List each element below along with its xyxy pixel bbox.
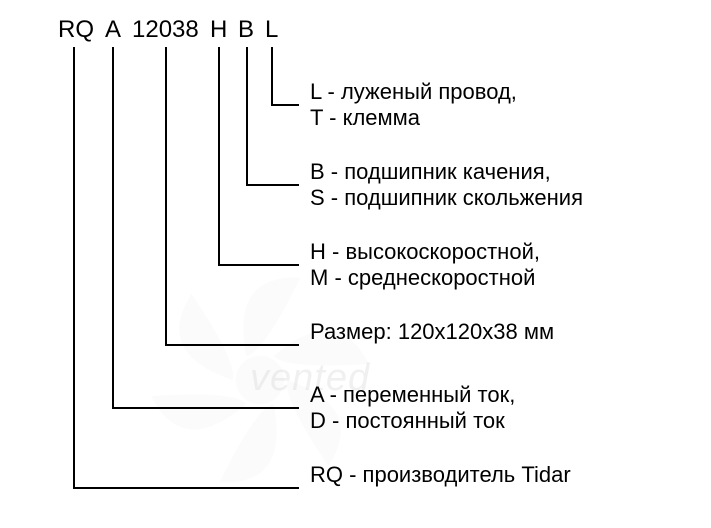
- desc-2-line-0: H - высокоскоростной,: [310, 239, 540, 265]
- desc-5-line-0: RQ - производитель Tidar: [310, 462, 571, 488]
- code-part-5: L: [265, 16, 278, 44]
- desc-4-line-1: D - постоянный ток: [310, 408, 505, 434]
- code-part-0: RQ: [58, 16, 94, 44]
- desc-0-line-1: T - клемма: [310, 105, 420, 131]
- desc-0-line-0: L - луженый провод,: [310, 79, 517, 105]
- desc-2-line-1: M - среднескоростной: [310, 265, 535, 291]
- code-part-4: B: [238, 16, 254, 44]
- desc-1-line-1: S - подшипник скольжения: [310, 185, 583, 211]
- desc-3-line-0: Размер: 120x120x38 мм: [310, 319, 554, 345]
- code-part-3: H: [210, 16, 227, 44]
- code-part-2: 12038: [132, 16, 199, 44]
- code-part-1: A: [105, 16, 121, 44]
- desc-4-line-0: A - переменный ток,: [310, 382, 515, 408]
- desc-1-line-0: B - подшипник качения,: [310, 159, 551, 185]
